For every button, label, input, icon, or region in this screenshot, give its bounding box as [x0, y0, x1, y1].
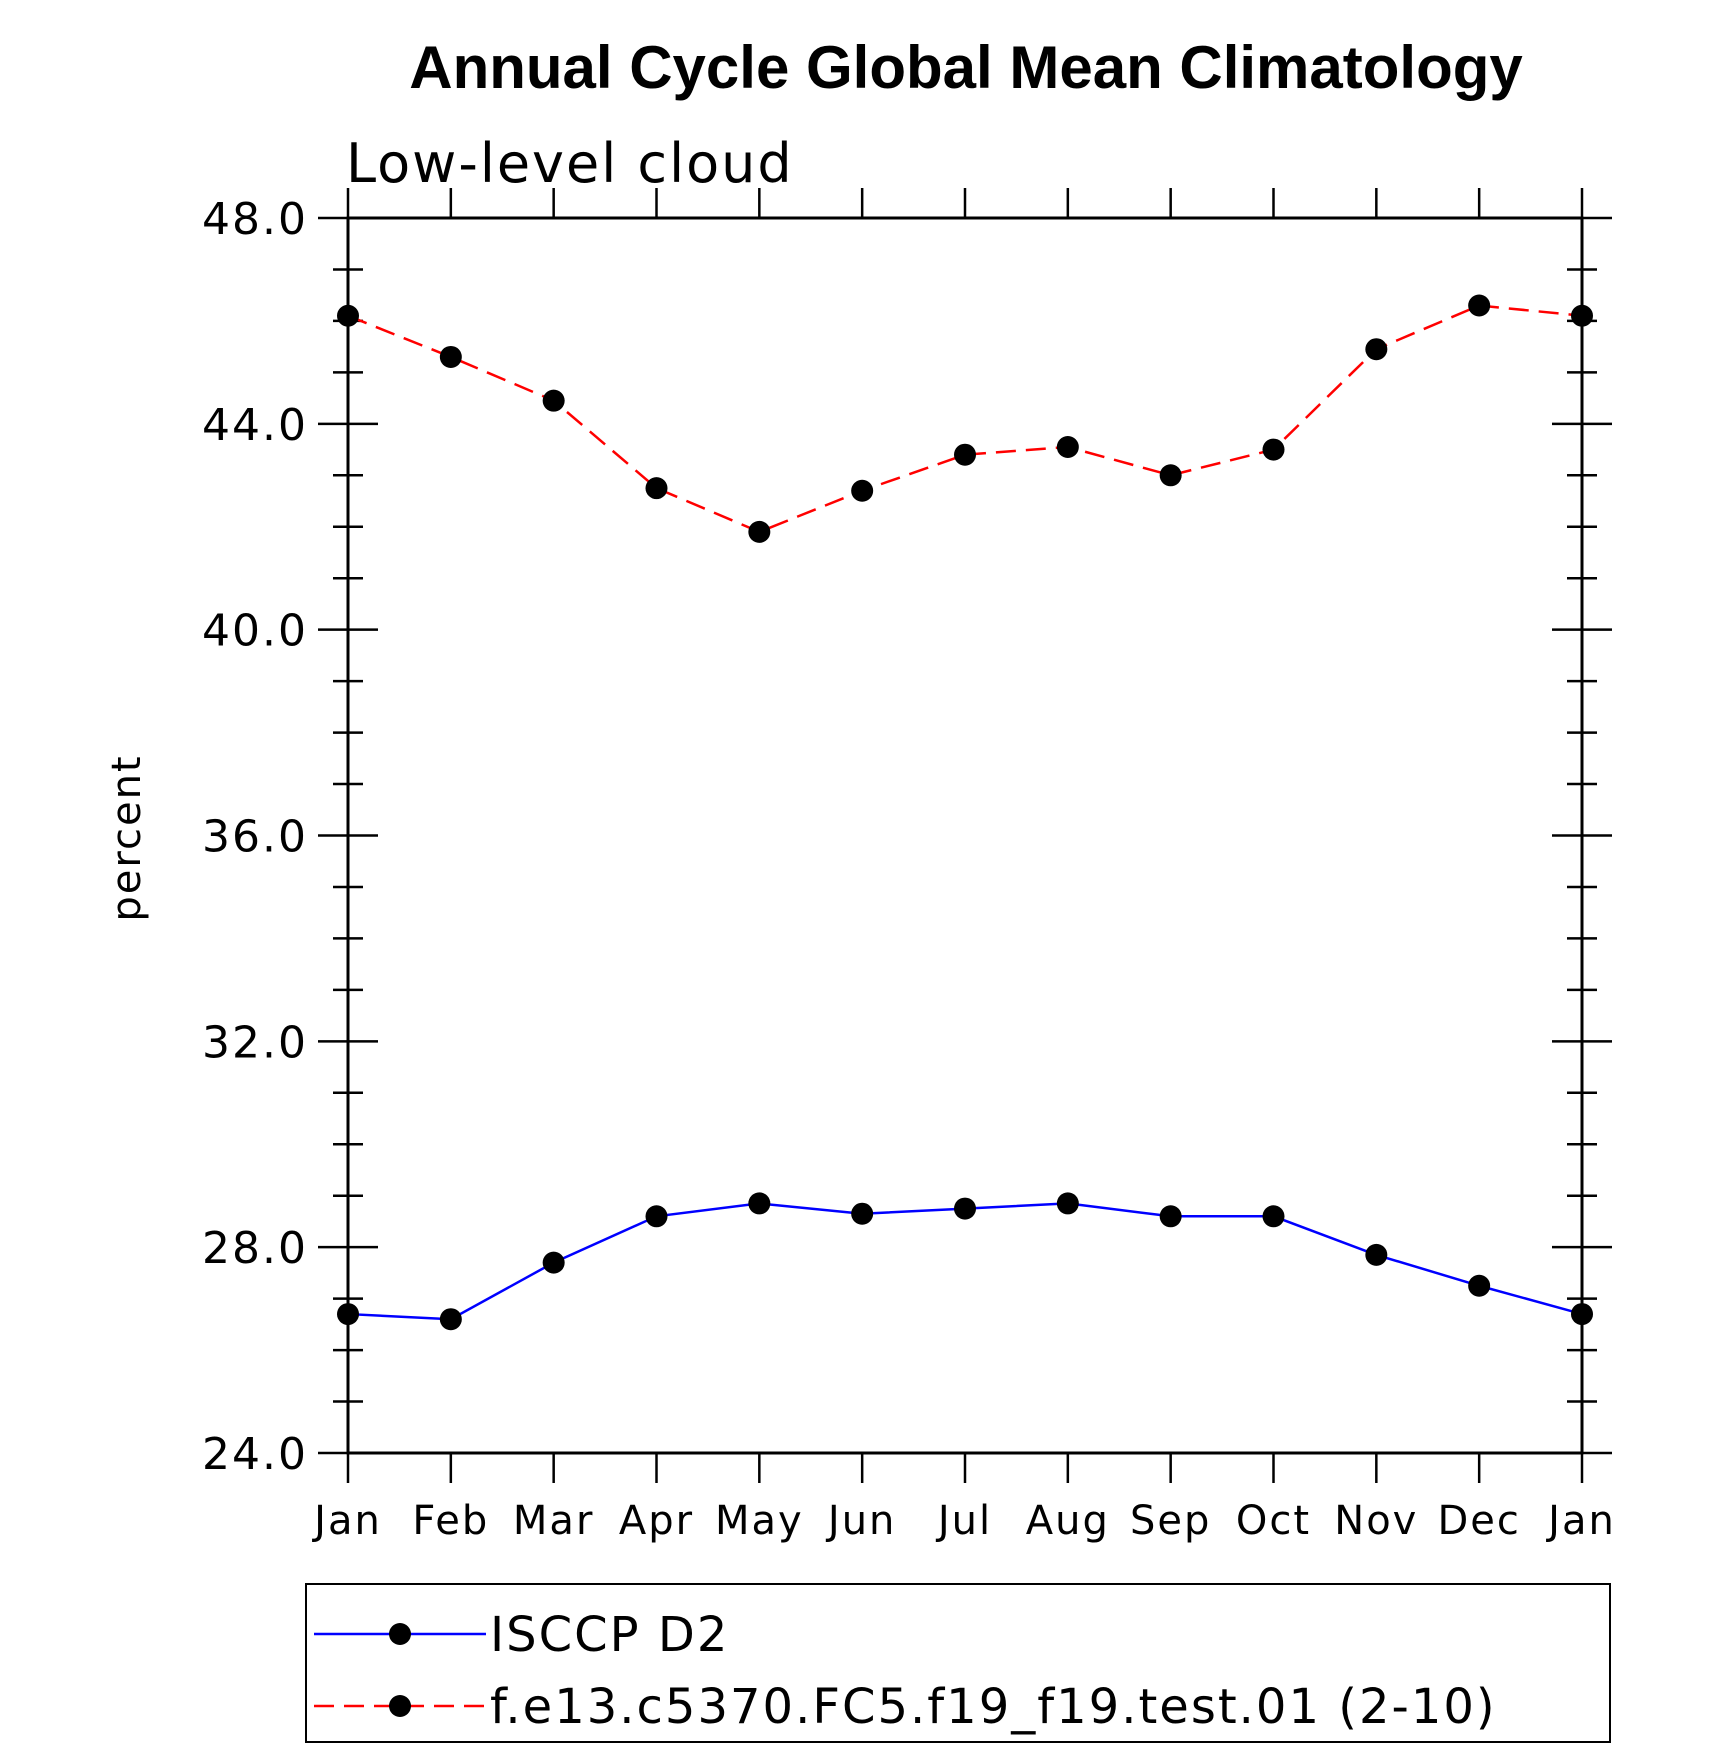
data-point [954, 443, 976, 466]
data-point [1056, 1192, 1079, 1215]
series-layer [337, 294, 1593, 1331]
y-tick-label: 48.0 [202, 194, 308, 245]
data-point [1159, 1205, 1182, 1228]
y-tick-label: 32.0 [202, 1017, 308, 1068]
data-point [439, 345, 462, 368]
data-point [1468, 1274, 1491, 1297]
series-line [347, 1202, 1583, 1321]
data-point [1571, 304, 1593, 327]
x-tick-label: Aug [1026, 1498, 1110, 1544]
x-tick-label: Feb [412, 1498, 489, 1544]
plot-frame [346, 216, 1584, 1455]
series-line [347, 304, 1583, 534]
legend-marker [389, 1623, 411, 1645]
y-tick-label: 44.0 [202, 400, 308, 451]
data-point [542, 389, 565, 412]
y-tick-label: 36.0 [202, 812, 308, 863]
legend-marker [389, 1695, 411, 1717]
x-tick-label: Jul [935, 1498, 992, 1544]
data-point [1468, 294, 1491, 317]
data-point [1262, 1205, 1285, 1228]
plot-axes [318, 188, 1612, 1483]
data-point [1159, 464, 1182, 487]
y-axis-label: percent [104, 754, 150, 921]
data-point [1056, 435, 1079, 458]
x-tick-label: Apr [619, 1498, 694, 1544]
x-tick-labels: Jan Feb Mar Apr May Jun Jul Aug Sep Oct Nov Dec Jan [311, 1498, 1616, 1544]
legend-label: ISCCP D2 [490, 1607, 729, 1663]
x-tick-label: Mar [513, 1498, 594, 1544]
x-tick-label: Nov [1334, 1498, 1418, 1544]
data-point [851, 479, 874, 502]
x-tick-label: Jan [311, 1498, 382, 1544]
data-point [337, 304, 359, 327]
data-point [1365, 338, 1388, 361]
x-tick-label: Sep [1130, 1498, 1211, 1544]
x-tick-label: Dec [1437, 1498, 1520, 1544]
x-tick-label: Jan [1545, 1498, 1616, 1544]
chart-subtitle: Low-level cloud [346, 132, 794, 195]
y-tick-label: 28.0 [202, 1223, 308, 1274]
data-point [954, 1197, 976, 1220]
data-point [439, 1308, 462, 1331]
y-tick-label: 24.0 [202, 1429, 308, 1480]
data-point [1571, 1303, 1593, 1326]
data-point [645, 1205, 668, 1228]
chart-title: Annual Cycle Global Mean Climatology [409, 34, 1523, 101]
data-point [1365, 1243, 1388, 1266]
legend-label: f.e13.c5370.FC5.f19_f19.test.01 (2-10) [490, 1679, 1497, 1735]
y-tick-labels: 24.0 28.0 32.0 36.0 40.0 44.0 48.0 [202, 194, 308, 1480]
data-point [337, 1303, 359, 1326]
series-2 [337, 294, 1593, 543]
legend: ISCCP D2 f.e13.c5370.FC5.f19_f19.test.01 … [305, 1583, 1611, 1743]
y-tick-label: 40.0 [202, 606, 308, 657]
data-point [748, 1192, 771, 1215]
data-point [1262, 438, 1285, 461]
series-1 [337, 1192, 1593, 1331]
x-tick-label: Oct [1236, 1498, 1311, 1544]
data-point [851, 1202, 874, 1225]
data-point [542, 1251, 565, 1274]
x-tick-label: Jun [825, 1498, 897, 1544]
legend-box [305, 1583, 1611, 1743]
data-point [645, 477, 668, 500]
data-point [748, 520, 771, 543]
x-tick-label: May [715, 1498, 804, 1544]
